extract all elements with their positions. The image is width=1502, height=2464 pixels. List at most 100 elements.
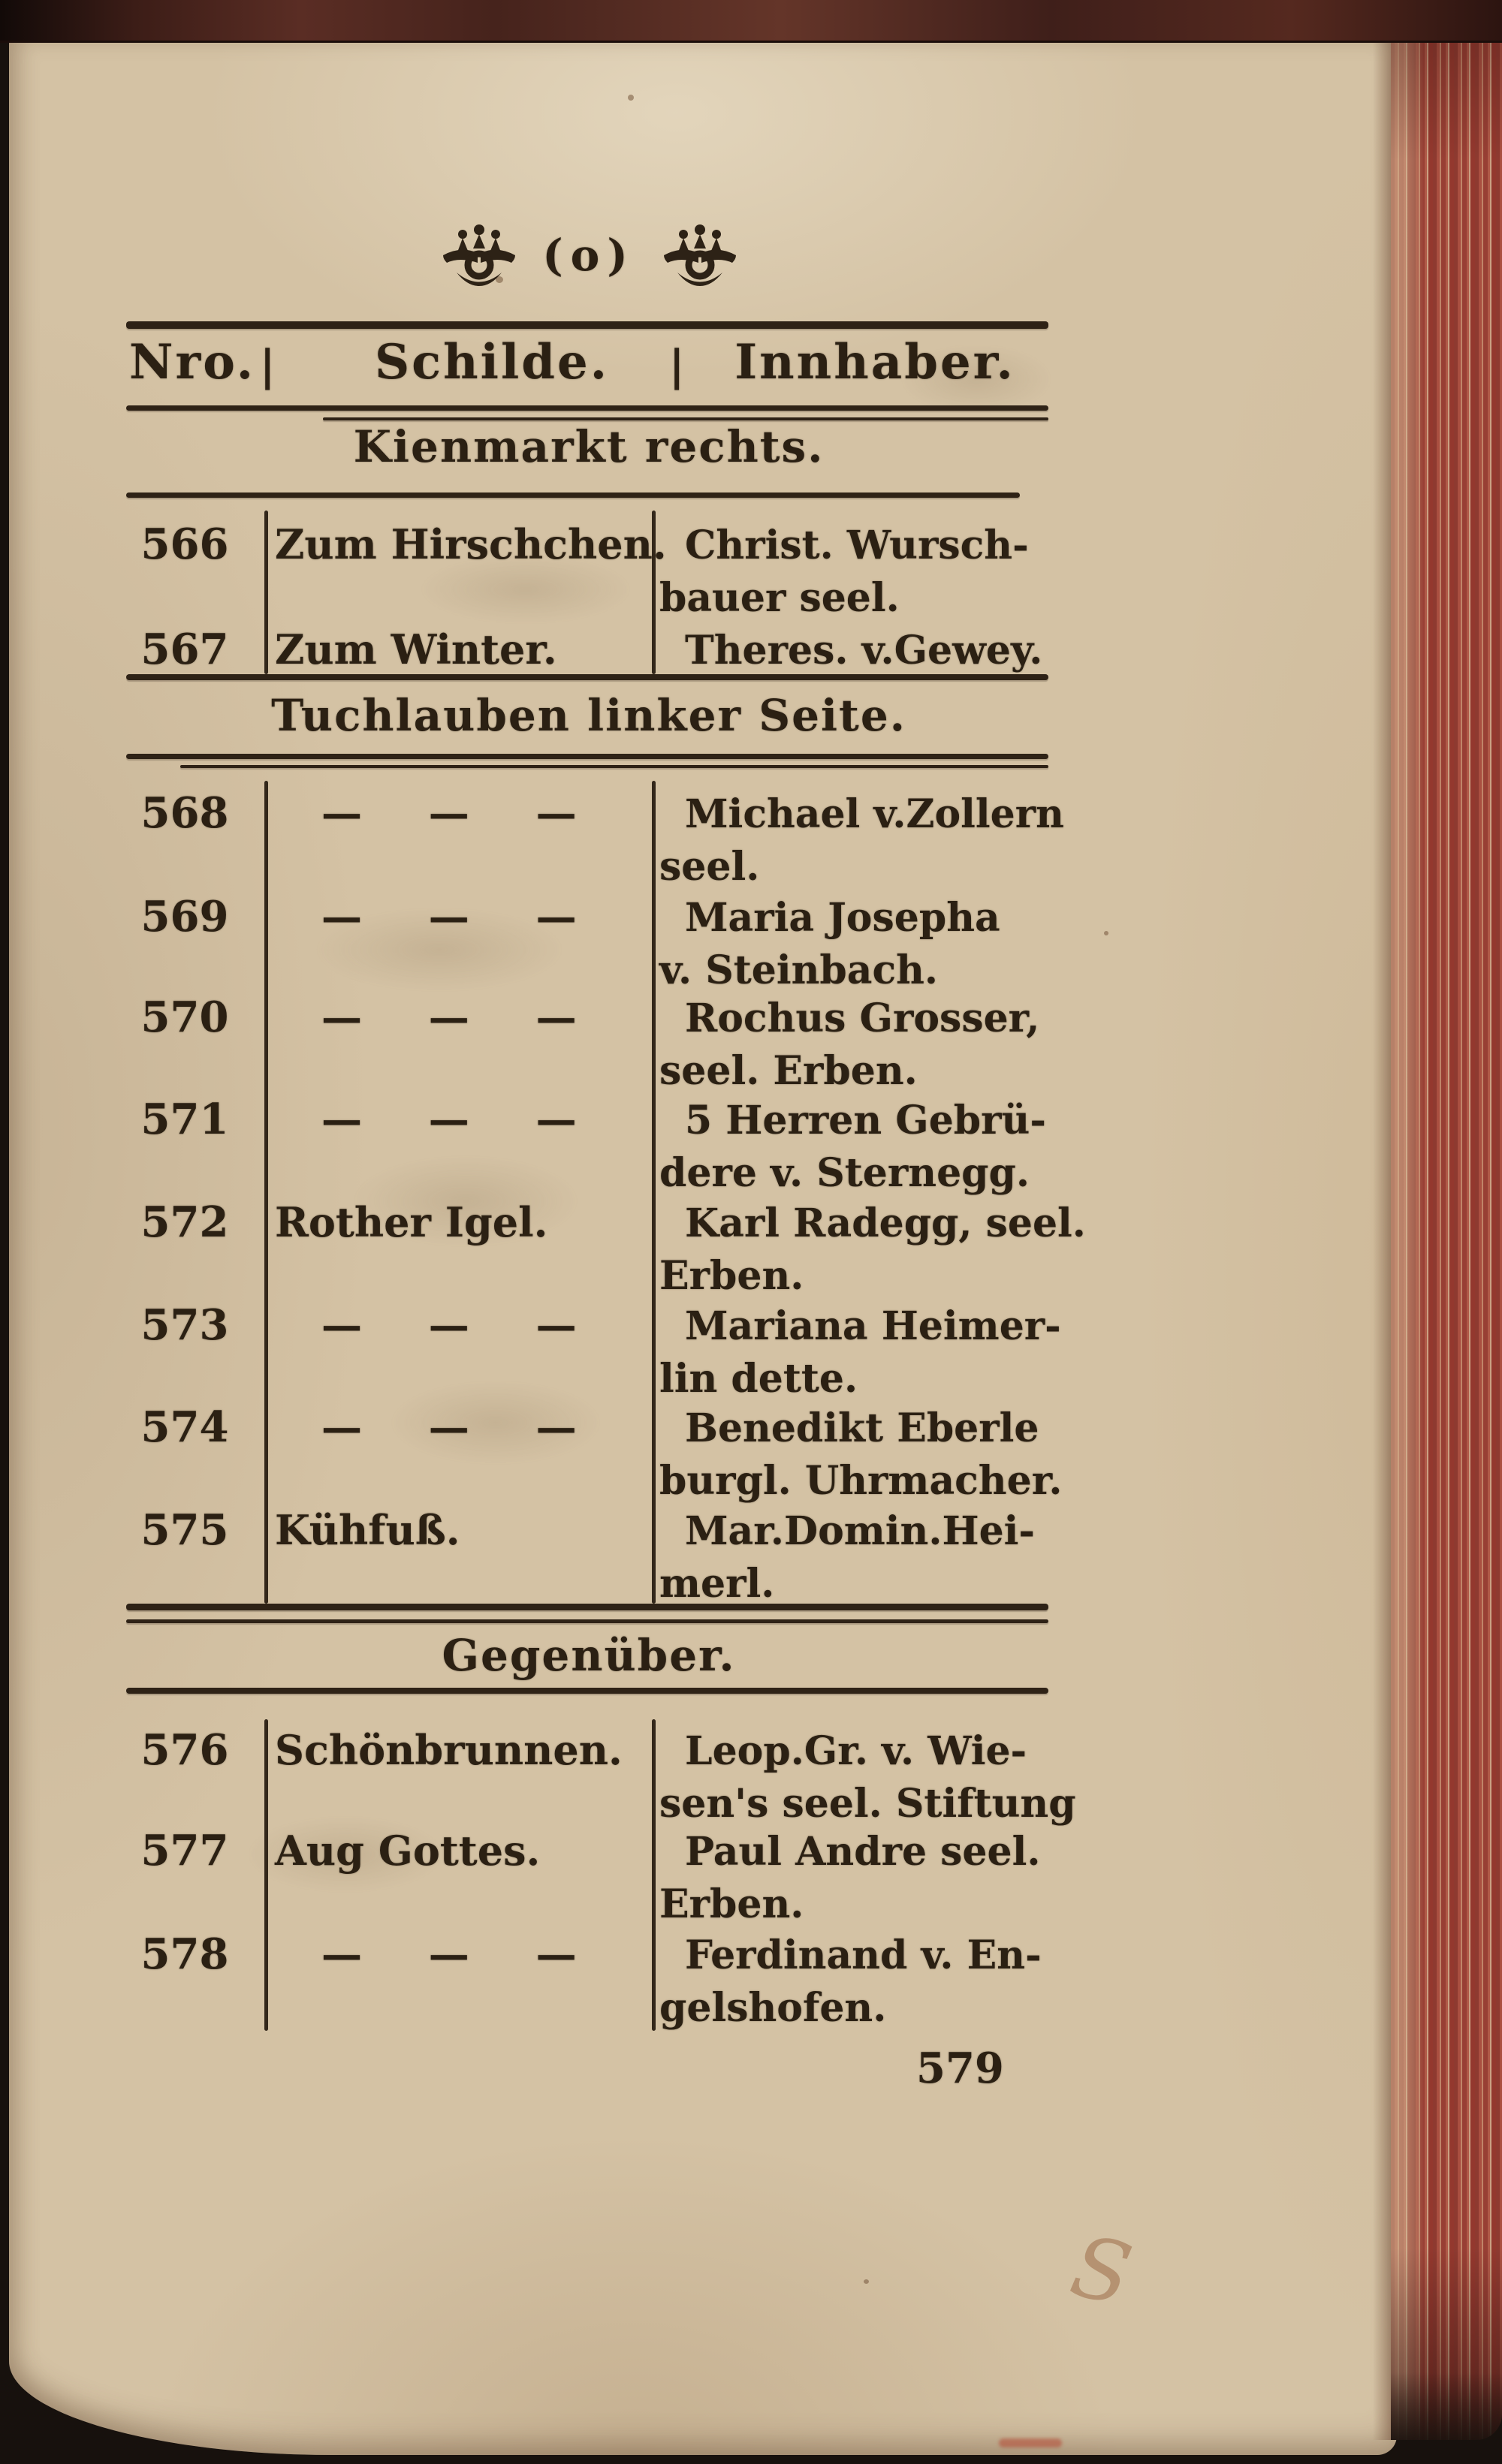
owner-line: lin dette. [659,1356,858,1402]
owner-line: merl. [659,1561,775,1607]
owner-line: bauer seel. [659,575,900,621]
table-row: 570 — — — Rochus Grosser, seel. Erben. [0,993,1502,1098]
table-row: 577 Aug Gottes. Paul Andre seel. Erben. [0,1826,1502,1931]
owner-name: Mariana Heimer- lin dette. [659,1300,1061,1405]
house-number: 566 [140,520,229,569]
shield-dashes: — — — [321,789,578,837]
house-number: 567 [140,625,229,674]
table-rule [323,417,1048,420]
owner-line: Ferdinand v. En- [685,1932,1042,1978]
owner-name: Mar.Domin.Hei- merl. [659,1505,1057,1610]
owner-line: Rochus Grosser, [685,996,1040,1041]
table-rule [126,674,1048,680]
house-number: 576 [140,1725,229,1775]
owner-line: gelshofen. [659,1985,887,2031]
house-number: 568 [140,788,229,838]
show-through-smudge [421,556,631,623]
owner-name: Paul Andre seel. Erben. [659,1826,1057,1931]
column-divider: | [260,341,278,390]
owner-line: seel. Erben. [659,1048,918,1094]
shield-name: Zum Hirschchen. [275,520,667,568]
table-row: 571 — — — 5 Herren Gebrü- dere v. Sterne… [0,1095,1502,1200]
owner-line: Leop.Gr. v. Wie- [685,1728,1027,1774]
owner-name: Leop.Gr. v. Wie- sen's seel. Stiftung [659,1725,1076,1830]
section-title-kienmarkt: Kienmarkt rechts. [353,421,825,472]
table-row: 574 — — — Benedikt Eberle burgl. Uhrmach… [0,1402,1502,1508]
book-cover-top-edge [0,0,1502,43]
shield-dashes: — — — [321,893,578,941]
owner-line: dere v. Sternegg. [659,1150,1030,1196]
ink-speck [864,2279,869,2284]
shield-name: Rother Igel. [275,1198,548,1246]
house-number: 574 [140,1402,229,1452]
head-ornament-row: (o) [128,222,1050,294]
printer-fleuron-icon [662,222,737,288]
table-row: 575 Kühfuß. Mar.Domin.Hei- merl. [0,1505,1502,1610]
owner-line: 5 Herren Gebrü- [685,1098,1046,1143]
owner-name: Ferdinand v. En- gelshofen. [659,1929,1057,2035]
house-number: 575 [140,1505,229,1555]
table-rule [126,321,1048,329]
owner-line: seel. [659,844,760,890]
house-number: 570 [140,993,229,1042]
column-separator-line [264,781,268,1604]
house-number: 573 [140,1300,229,1350]
owner-name: Maria Josepha v. Steinbach. [659,892,1057,997]
shield-dashes: — — — [321,1095,578,1143]
table-row: 567 Zum Winter. Theres. v.Gewey. [0,625,1502,730]
owner-name: 5 Herren Gebrü- dere v. Sternegg. [659,1095,1057,1200]
ink-speck [496,276,503,283]
shield-name: Zum Winter. [275,625,557,673]
house-number: 572 [140,1197,229,1247]
section-title-gegenueber: Gegenüber. [442,1630,736,1681]
shield-dashes: — — — [321,1301,578,1349]
shield-name: Aug Gottes. [275,1827,541,1875]
table-rule [126,1604,1048,1610]
table-row: 572 Rother Igel. Karl Radegg, seel. Erbe… [0,1197,1502,1303]
show-through-smudge [353,1156,578,1246]
section-title-tuchlauben: Tuchlauben linker Seite. [271,690,906,741]
owner-line: Paul Andre seel. [685,1829,1041,1875]
printer-fleuron-icon [442,222,517,288]
table-rule [126,492,1020,498]
column-header-nro: Nro. [129,334,256,390]
owner-line: sen's seel. Stiftung [659,1781,1076,1827]
show-through-smudge [901,345,1051,413]
house-number: 578 [140,1929,229,1979]
red-edge-smudge [999,2438,1062,2447]
table-row: 569 — — — Maria Josepha v. Steinbach. [0,892,1502,997]
owner-line: Maria Josepha [685,895,1000,941]
signature-mark: (o) [542,230,635,281]
table-rule [180,765,1048,768]
ink-speck [628,95,634,101]
table-row: 568 — — — Michael v.Zollern seel. [0,788,1502,893]
owner-name: Theres. v.Gewey. [659,625,1057,677]
show-through-smudge [248,1817,443,1892]
book-page-paper [9,41,1397,2455]
column-separator-line [264,511,268,674]
owner-line: Mar.Domin.Hei- [685,1508,1035,1554]
show-through-smudge [391,1381,601,1464]
show-through-smudge [315,908,563,991]
column-divider: | [669,341,687,390]
column-separator-line [652,781,656,1604]
table-rule [126,405,1048,411]
owner-line: Mariana Heimer- [685,1303,1061,1349]
column-separator-line [264,1719,268,2031]
column-separator-line [652,1719,656,2031]
owner-name: Karl Radegg, seel. Erben. [659,1197,1086,1303]
owner-line: Benedikt Eberle [685,1405,1039,1451]
catchword: 579 [916,2044,1004,2093]
red-fore-edge [1391,41,1502,2440]
owner-line: Erben. [659,1881,804,1927]
table-rule [126,754,1048,759]
ink-speck [1104,931,1108,935]
owner-name: Christ. Wursch- bauer seel. [659,520,1057,625]
owner-line: Karl Radegg, seel. [685,1200,1086,1246]
table-rule [126,1619,1048,1623]
table-row: 576 Schönbrunnen. Leop.Gr. v. Wie- sen's… [0,1725,1502,1830]
owner-line: Michael v.Zollern [685,791,1064,837]
table-row: 578 — — — Ferdinand v. En- gelshofen. [0,1929,1502,2035]
house-number: 571 [140,1095,229,1144]
shield-dashes: — — — [321,1403,578,1451]
